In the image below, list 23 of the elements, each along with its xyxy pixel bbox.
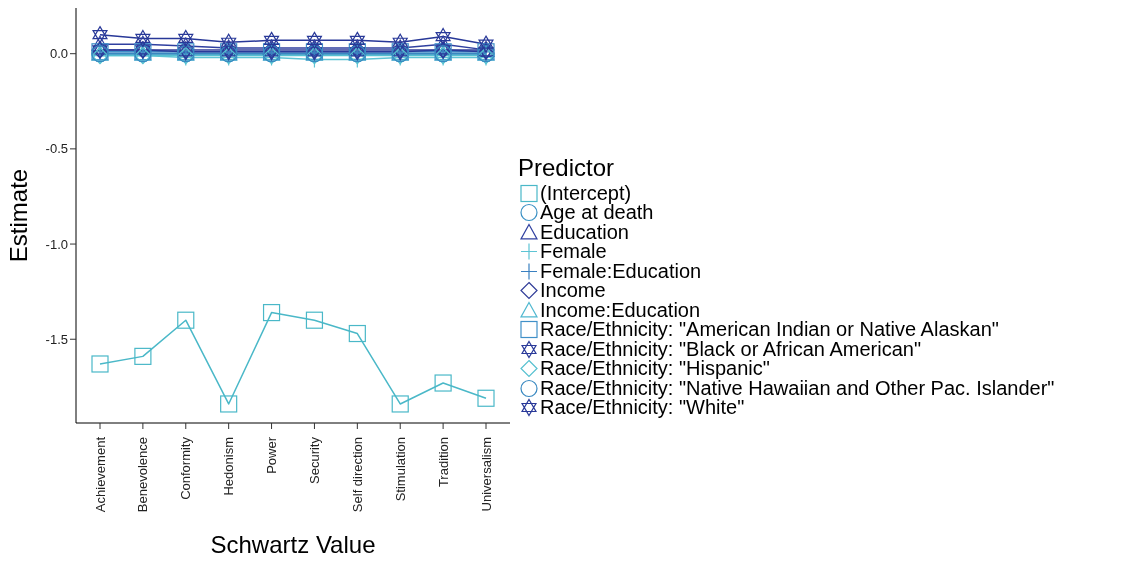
x-tick-label: Stimulation — [392, 437, 408, 502]
legend-label: Race/Ethnicity: "American Indian or Native Alaskan" — [540, 318, 999, 340]
x-tick-label: Achievement — [92, 436, 108, 513]
y-tick-label: -1.0 — [45, 236, 68, 252]
x-tick-label: Conformity — [178, 436, 194, 500]
legend-label: Income:Education — [540, 298, 701, 321]
x-tick-label: Tradition — [435, 437, 451, 488]
x-tick-label: Benevolence — [135, 437, 151, 513]
x-tick-label: Security — [306, 436, 322, 484]
legend-label: Female:Education — [540, 259, 702, 282]
x-tick-label: Self direction — [349, 437, 365, 513]
x-tick-label: Universalism — [478, 437, 494, 512]
y-axis-title: Estimate — [4, 168, 32, 263]
x-tick-label: Hedonism — [221, 437, 237, 496]
legend-label: Income — [540, 279, 606, 301]
y-tick-label: -1.5 — [45, 331, 68, 347]
legend-title: Predictor — [518, 153, 616, 182]
x-axis-title: Schwartz Value — [210, 531, 376, 558]
legend-label: Female — [540, 240, 607, 262]
x-tick-label: Power — [264, 436, 280, 474]
y-tick-label: -0.5 — [45, 141, 68, 157]
y-tick-label: 0.0 — [49, 46, 68, 62]
legend-label: (Intercept) — [540, 181, 632, 204]
